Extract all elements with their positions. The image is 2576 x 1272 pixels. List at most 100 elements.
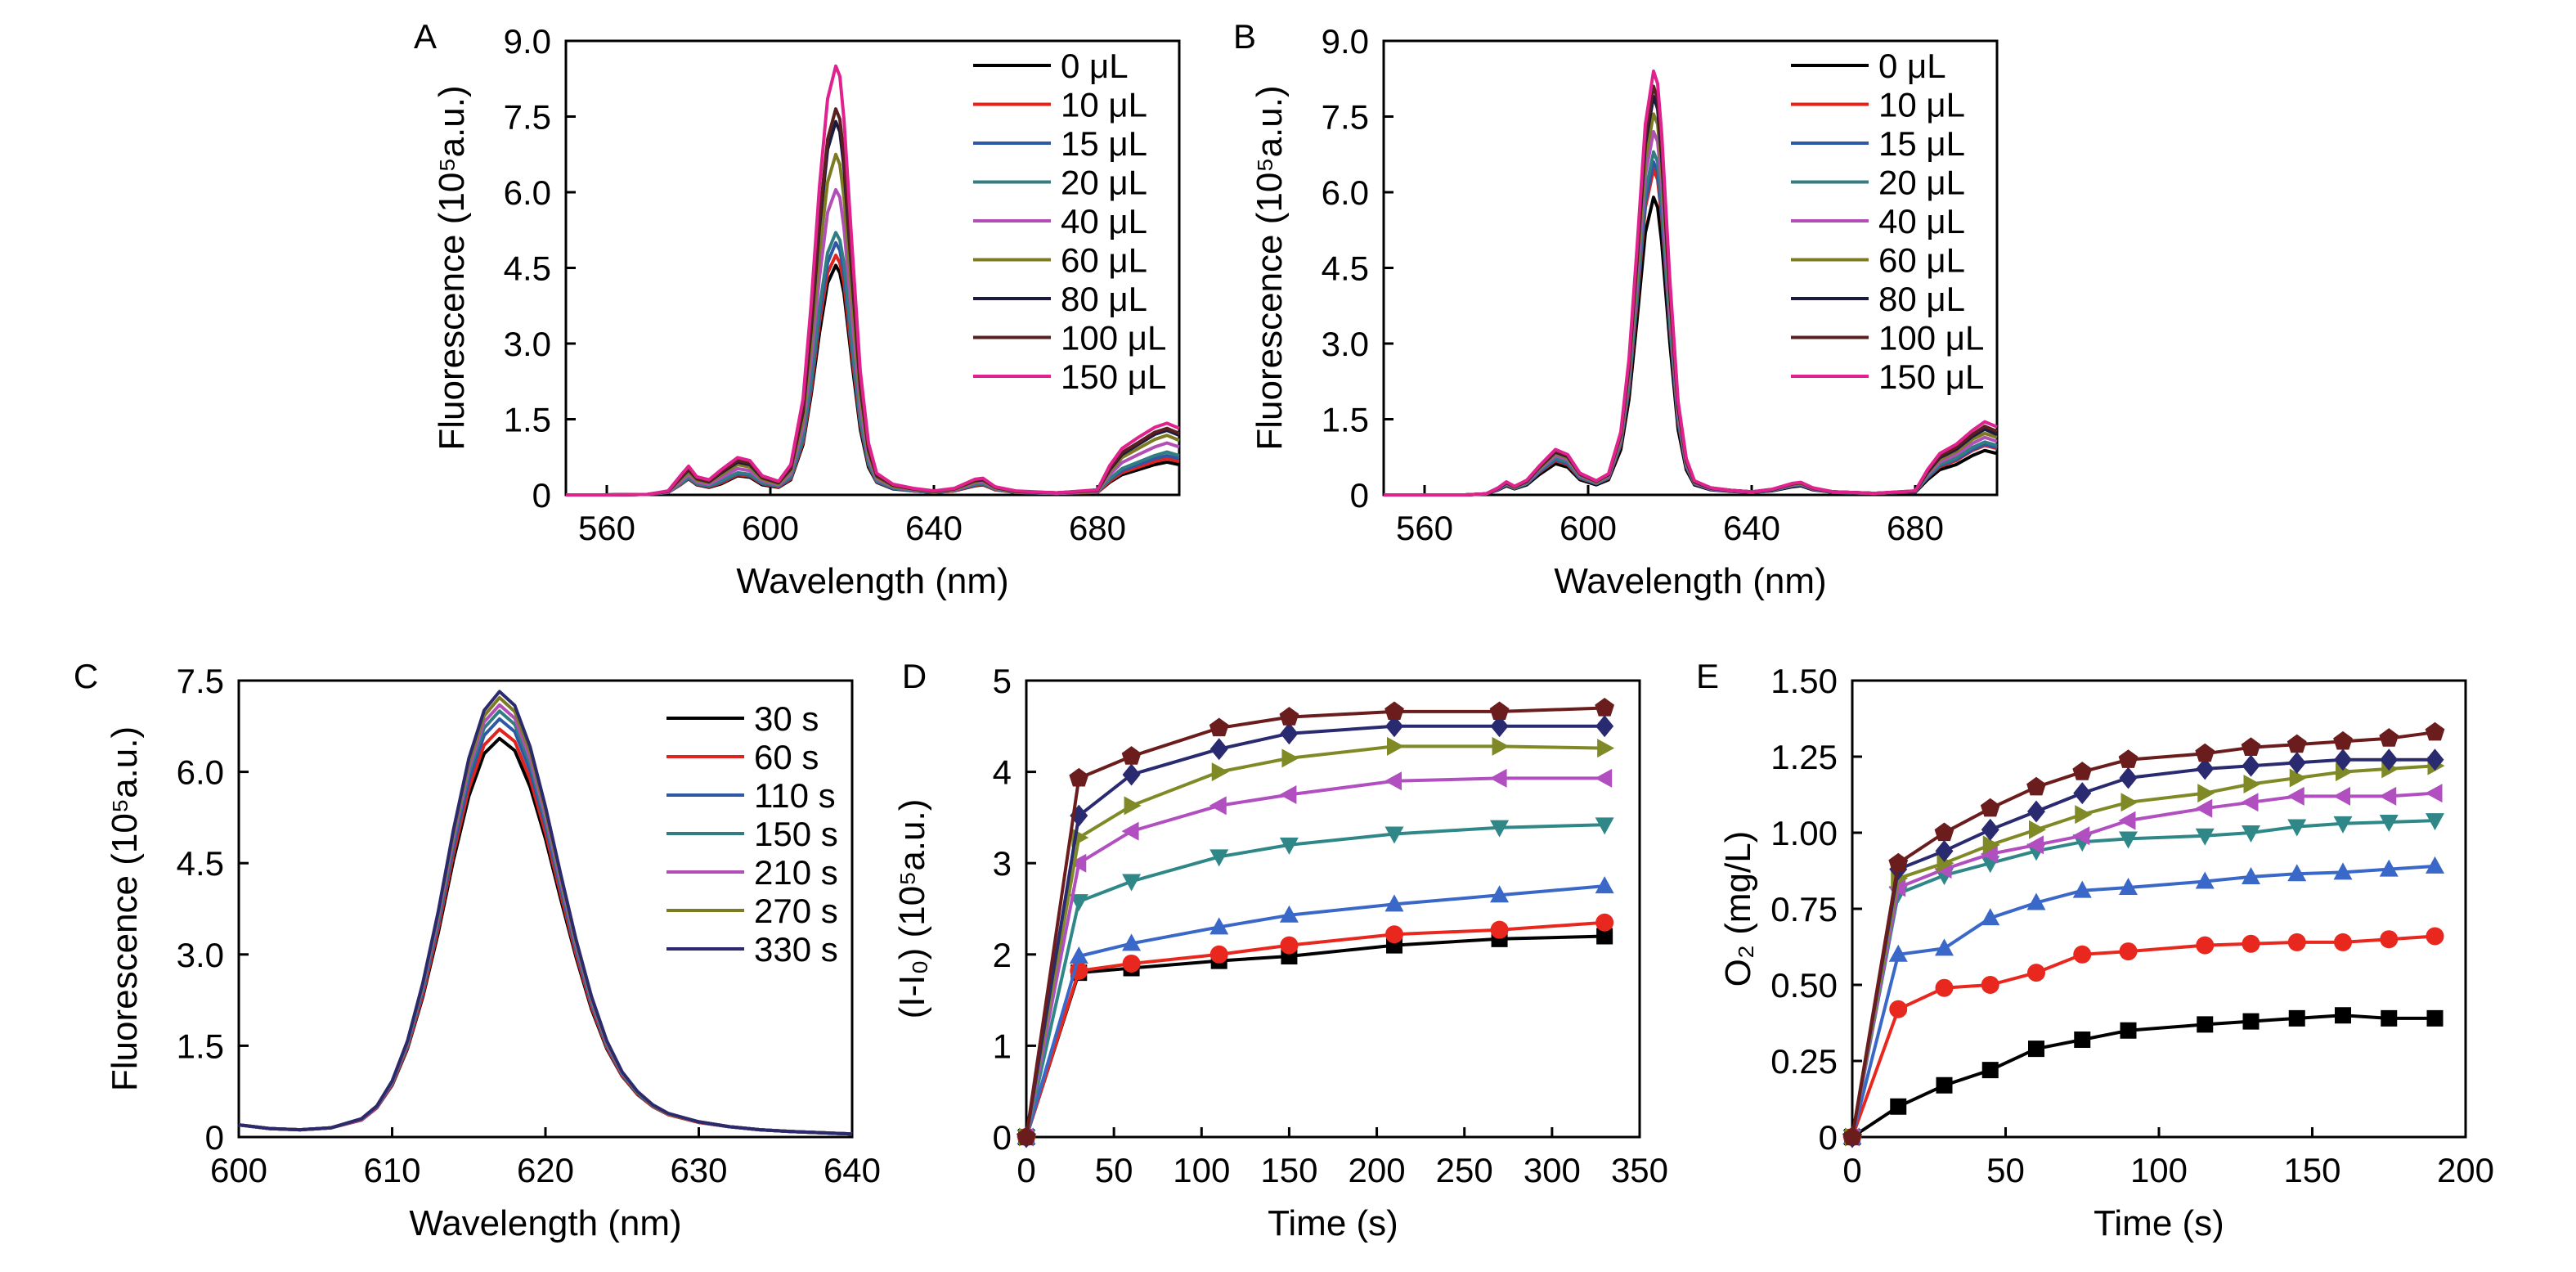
panel-b: B 560 600 640 680 0 1.5 3.0 4.5 6.0 7.5 9.0 Waveleng… [1233, 17, 1999, 601]
panel-label: E [1696, 657, 1719, 695]
series-line-4 [1025, 776, 1605, 1138]
panel-label: B [1233, 17, 1256, 56]
data-point [1384, 826, 1404, 844]
data-point [1209, 738, 1228, 761]
data-point [1211, 762, 1229, 782]
x-tick-label: 150 [2283, 1151, 2340, 1189]
data-point [2335, 1007, 2351, 1024]
data-point [1121, 821, 1139, 841]
data-point [2334, 933, 2352, 951]
data-point [1595, 876, 1614, 894]
y-tick-label: 1.5 [504, 401, 551, 439]
data-point [1489, 768, 1507, 788]
plot-frame [1851, 679, 2467, 1139]
data-point [2287, 734, 2307, 753]
series-line-5 [1025, 744, 1605, 1138]
x-tick-label: 680 [1887, 509, 1944, 547]
data-point [1842, 1126, 1862, 1146]
series-line-7 [1025, 706, 1605, 1138]
data-point [1122, 933, 1142, 951]
data-point [2333, 730, 2353, 750]
data-point [1982, 835, 2000, 855]
panel-a: A 560 600 640 680 0 1.5 3.0 4.5 6.0 7.5 9.0 Waveleng… [414, 17, 1181, 601]
data-point [2242, 1013, 2260, 1030]
data-point [1597, 739, 1615, 758]
series-line-6 [1025, 724, 1605, 1138]
x-tick-label: 200 [2437, 1151, 2494, 1189]
x-tick-label: 350 [1611, 1151, 1668, 1189]
y-tick-label: 0 [205, 1118, 224, 1157]
data-point [1281, 748, 1299, 768]
data-point [2073, 945, 2092, 964]
y-tick-label: 0.50 [1770, 966, 1838, 1005]
legend-label: 330 s [754, 930, 838, 969]
data-point [1490, 920, 1509, 939]
data-point [2287, 786, 2304, 806]
data-point [1936, 853, 1954, 873]
y-tick-label: 7.5 [504, 98, 551, 137]
data-point [1492, 736, 1510, 756]
data-point [2026, 776, 2046, 796]
x-tick-label: 600 [1560, 509, 1617, 547]
y-axis-title: Fluorescence (10⁵a.u.) [1250, 85, 1290, 450]
data-point [2119, 877, 2138, 895]
y-tick-label: 2 [993, 936, 1012, 974]
data-point [2195, 743, 2215, 762]
legend-label: 110 s [754, 776, 836, 815]
data-point [1209, 849, 1229, 867]
y-tick-label: 1.50 [1770, 662, 1838, 700]
y-tick-label: 6.0 [1322, 173, 1369, 212]
legend-label: 40 μL [1878, 202, 1965, 240]
series-line-6 [238, 690, 853, 1136]
x-tick-label: 600 [742, 509, 799, 547]
data-point [2287, 864, 2307, 882]
legend-label: 150 s [754, 815, 838, 853]
data-point [2379, 728, 2399, 747]
y-tick-label: 6.0 [177, 753, 224, 792]
x-axis-title: Wavelength (nm) [409, 1203, 681, 1243]
panel-e: E 0 50 100 150 200 0 0.25 0.50 0.75 1.00 1.25 1.50 Ti… [1696, 657, 2494, 1243]
legend-label: 20 μL [1878, 164, 1965, 202]
panel-c: C 600 610 620 630 640 0 1.5 3.0 4.5 6.0 7.5 Waveleng… [74, 657, 881, 1243]
data-point [1279, 707, 1299, 726]
data-point [2243, 774, 2261, 793]
data-point [1069, 946, 1088, 964]
y-tick-label: 4 [993, 753, 1012, 792]
x-tick-label: 560 [1396, 509, 1453, 547]
data-point [2426, 1009, 2444, 1027]
data-point [2196, 757, 2215, 780]
x-tick-label: 250 [1436, 1151, 1493, 1189]
data-point [1384, 701, 1404, 721]
data-point [1121, 746, 1142, 765]
legend-label: 150 μL [1061, 357, 1166, 396]
data-point [1936, 1076, 1953, 1094]
data-point [2380, 930, 2399, 949]
y-tick-label: 1 [993, 1027, 1012, 1065]
data-point [1595, 768, 1613, 788]
data-point [1069, 894, 1088, 912]
data-point [2333, 816, 2353, 834]
data-point [1888, 944, 1908, 962]
data-point [1122, 874, 1142, 892]
x-tick-label: 630 [670, 1151, 727, 1189]
series-line-2 [1851, 864, 2435, 1138]
data-point [2425, 784, 2443, 803]
data-point [2119, 766, 2138, 789]
x-tick-label: 0 [1842, 1151, 1861, 1189]
data-point [1596, 928, 1613, 945]
data-point [1385, 715, 1403, 738]
data-point [1935, 938, 1954, 956]
data-point [1981, 818, 1999, 841]
data-point [1209, 796, 1227, 816]
data-point [2072, 826, 2090, 846]
data-point [2425, 721, 2445, 741]
data-point [2242, 754, 2260, 777]
legend-label: 100 μL [1878, 319, 1984, 357]
y-tick-label: 1.5 [177, 1027, 224, 1065]
x-tick-label: 200 [1349, 1151, 1406, 1189]
data-point [2287, 751, 2306, 774]
data-point [1595, 697, 1615, 717]
data-point [2075, 805, 2093, 825]
x-tick-label: 600 [210, 1151, 267, 1189]
